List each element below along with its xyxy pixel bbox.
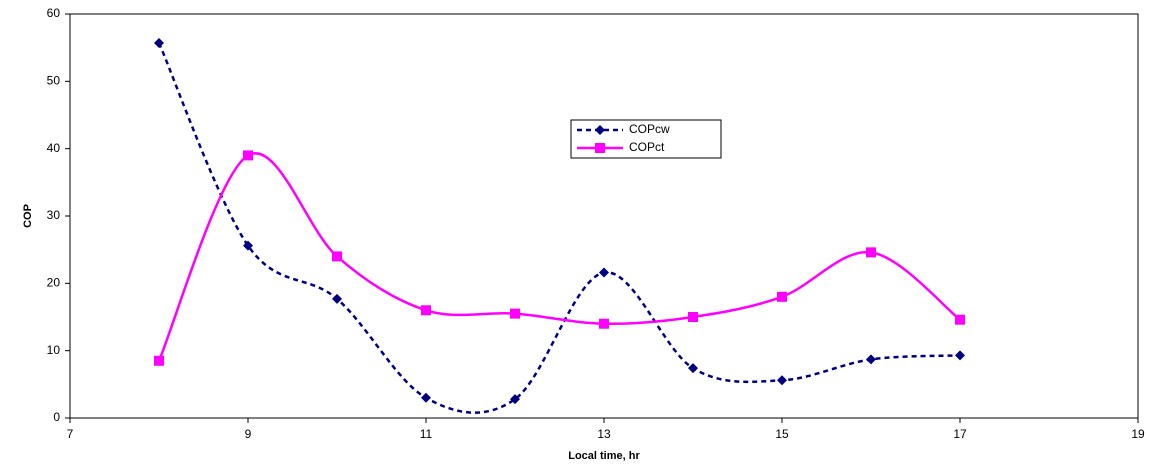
y-tick-label: 40 bbox=[47, 141, 61, 155]
series-line bbox=[157, 42, 961, 414]
x-tick-label: 17 bbox=[953, 427, 967, 441]
legend-marker bbox=[595, 143, 605, 153]
y-tick-label: 60 bbox=[47, 6, 61, 20]
legend-marker bbox=[595, 125, 605, 135]
marker bbox=[599, 267, 609, 278]
marker bbox=[421, 392, 431, 403]
marker bbox=[154, 355, 164, 366]
plot-frame bbox=[69, 13, 1139, 419]
series-line bbox=[157, 152, 961, 362]
y-tick-label: 10 bbox=[47, 343, 61, 357]
legend-label: COPcw bbox=[629, 122, 670, 136]
marker bbox=[777, 375, 787, 386]
marker bbox=[688, 363, 698, 374]
x-tick-label: 13 bbox=[597, 427, 611, 441]
marker bbox=[866, 247, 876, 258]
x-axis-label: Local time, hr bbox=[568, 450, 640, 462]
marker bbox=[243, 150, 253, 161]
x-tick-label: 7 bbox=[67, 427, 74, 441]
marker bbox=[332, 251, 342, 262]
marker bbox=[510, 394, 520, 405]
y-axis-label: COP bbox=[22, 204, 34, 228]
y-tick-label: 30 bbox=[47, 208, 61, 222]
marker bbox=[154, 37, 164, 48]
marker bbox=[599, 318, 609, 329]
marker bbox=[332, 293, 342, 304]
y-tick-label: 0 bbox=[53, 410, 60, 424]
x-tick-label: 15 bbox=[775, 427, 789, 441]
y-tick-label: 20 bbox=[47, 276, 61, 290]
marker bbox=[955, 314, 965, 325]
marker bbox=[243, 240, 253, 251]
x-tick-label: 11 bbox=[420, 427, 433, 441]
x-tick-label: 9 bbox=[245, 427, 252, 441]
marker bbox=[510, 308, 520, 319]
x-tick-label: 19 bbox=[1131, 427, 1145, 441]
marker bbox=[866, 354, 876, 365]
legend-label: COPct bbox=[629, 140, 665, 154]
marker bbox=[955, 350, 965, 361]
y-tick-label: 50 bbox=[47, 74, 61, 88]
marker bbox=[777, 291, 787, 302]
marker bbox=[421, 305, 431, 316]
marker bbox=[688, 312, 698, 322]
